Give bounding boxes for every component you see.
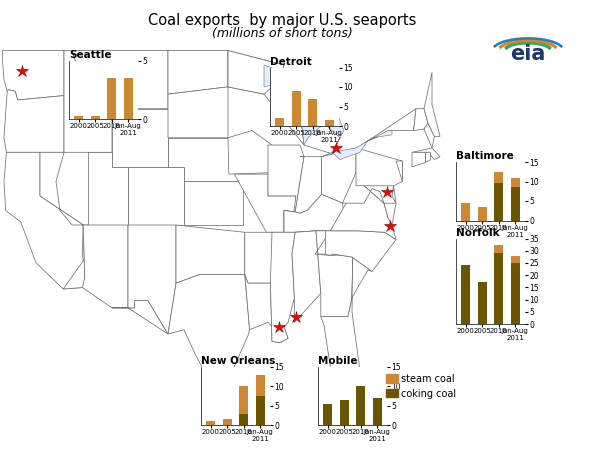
Polygon shape <box>396 161 403 181</box>
Bar <box>478 283 487 324</box>
Polygon shape <box>322 148 356 203</box>
Polygon shape <box>368 130 392 141</box>
Polygon shape <box>292 231 321 322</box>
Bar <box>206 421 215 425</box>
Polygon shape <box>264 65 324 94</box>
Polygon shape <box>392 186 396 203</box>
Polygon shape <box>112 109 168 167</box>
Bar <box>461 203 470 220</box>
Polygon shape <box>168 87 228 138</box>
Polygon shape <box>424 72 440 136</box>
Polygon shape <box>300 97 324 145</box>
Polygon shape <box>362 109 416 145</box>
Polygon shape <box>322 101 344 157</box>
Bar <box>325 120 334 126</box>
Polygon shape <box>412 148 440 160</box>
Bar <box>91 116 100 119</box>
Polygon shape <box>296 72 340 154</box>
Bar <box>511 263 520 324</box>
Bar <box>256 396 265 425</box>
Text: New Orleans: New Orleans <box>201 356 275 366</box>
Polygon shape <box>128 167 184 225</box>
Polygon shape <box>228 130 272 174</box>
Polygon shape <box>284 194 345 232</box>
Polygon shape <box>264 80 304 145</box>
Polygon shape <box>295 157 322 213</box>
Polygon shape <box>4 90 64 152</box>
Polygon shape <box>245 232 278 283</box>
Polygon shape <box>168 50 228 94</box>
Polygon shape <box>228 50 284 94</box>
Text: Norfolk: Norfolk <box>456 228 500 238</box>
Polygon shape <box>228 50 284 94</box>
Polygon shape <box>424 123 434 148</box>
Polygon shape <box>72 50 168 116</box>
Bar <box>256 374 265 396</box>
Polygon shape <box>2 50 64 100</box>
Polygon shape <box>235 174 296 232</box>
Polygon shape <box>412 152 425 167</box>
Bar <box>292 91 301 126</box>
Polygon shape <box>64 50 112 152</box>
Polygon shape <box>321 254 360 405</box>
Text: Coal exports  by major U.S. seaports: Coal exports by major U.S. seaports <box>148 14 416 28</box>
Bar <box>340 400 349 425</box>
Text: (millions of short tons): (millions of short tons) <box>212 27 352 40</box>
Bar <box>308 99 317 126</box>
Polygon shape <box>356 148 403 186</box>
Polygon shape <box>315 231 353 317</box>
Bar <box>323 404 332 425</box>
Bar <box>478 207 487 220</box>
Polygon shape <box>245 274 288 343</box>
Text: Baltimore: Baltimore <box>456 151 514 161</box>
Bar <box>461 266 470 324</box>
Bar <box>107 78 116 119</box>
Bar <box>494 184 503 220</box>
Bar <box>239 386 248 414</box>
Polygon shape <box>278 231 347 254</box>
Bar <box>373 398 382 425</box>
Bar <box>74 116 83 119</box>
Bar <box>239 414 248 425</box>
Bar <box>511 256 520 263</box>
Bar <box>356 386 365 425</box>
Polygon shape <box>168 274 250 387</box>
Bar <box>275 118 284 126</box>
Bar <box>494 253 503 324</box>
Polygon shape <box>384 203 396 225</box>
Bar <box>223 419 232 425</box>
Bar <box>511 187 520 220</box>
Polygon shape <box>176 225 245 283</box>
Legend: steam coal, coking coal: steam coal, coking coal <box>386 374 457 399</box>
Polygon shape <box>331 186 396 239</box>
Polygon shape <box>333 254 372 298</box>
Polygon shape <box>88 152 128 225</box>
Bar <box>124 78 133 119</box>
Text: Mobile: Mobile <box>318 356 358 366</box>
Bar <box>494 172 503 184</box>
Polygon shape <box>40 152 88 289</box>
Text: Detroit: Detroit <box>270 57 312 67</box>
Polygon shape <box>168 138 238 181</box>
Text: eia: eia <box>511 44 545 64</box>
Bar <box>494 245 503 253</box>
Polygon shape <box>271 232 295 343</box>
Polygon shape <box>425 152 430 162</box>
Polygon shape <box>112 225 176 334</box>
Text: Seattle: Seattle <box>69 50 112 60</box>
Polygon shape <box>184 181 243 225</box>
Polygon shape <box>326 231 396 271</box>
Polygon shape <box>413 109 428 130</box>
Polygon shape <box>82 225 168 334</box>
Polygon shape <box>4 152 85 289</box>
Polygon shape <box>343 173 384 203</box>
Polygon shape <box>268 145 304 232</box>
Polygon shape <box>332 141 368 160</box>
Bar <box>511 178 520 187</box>
